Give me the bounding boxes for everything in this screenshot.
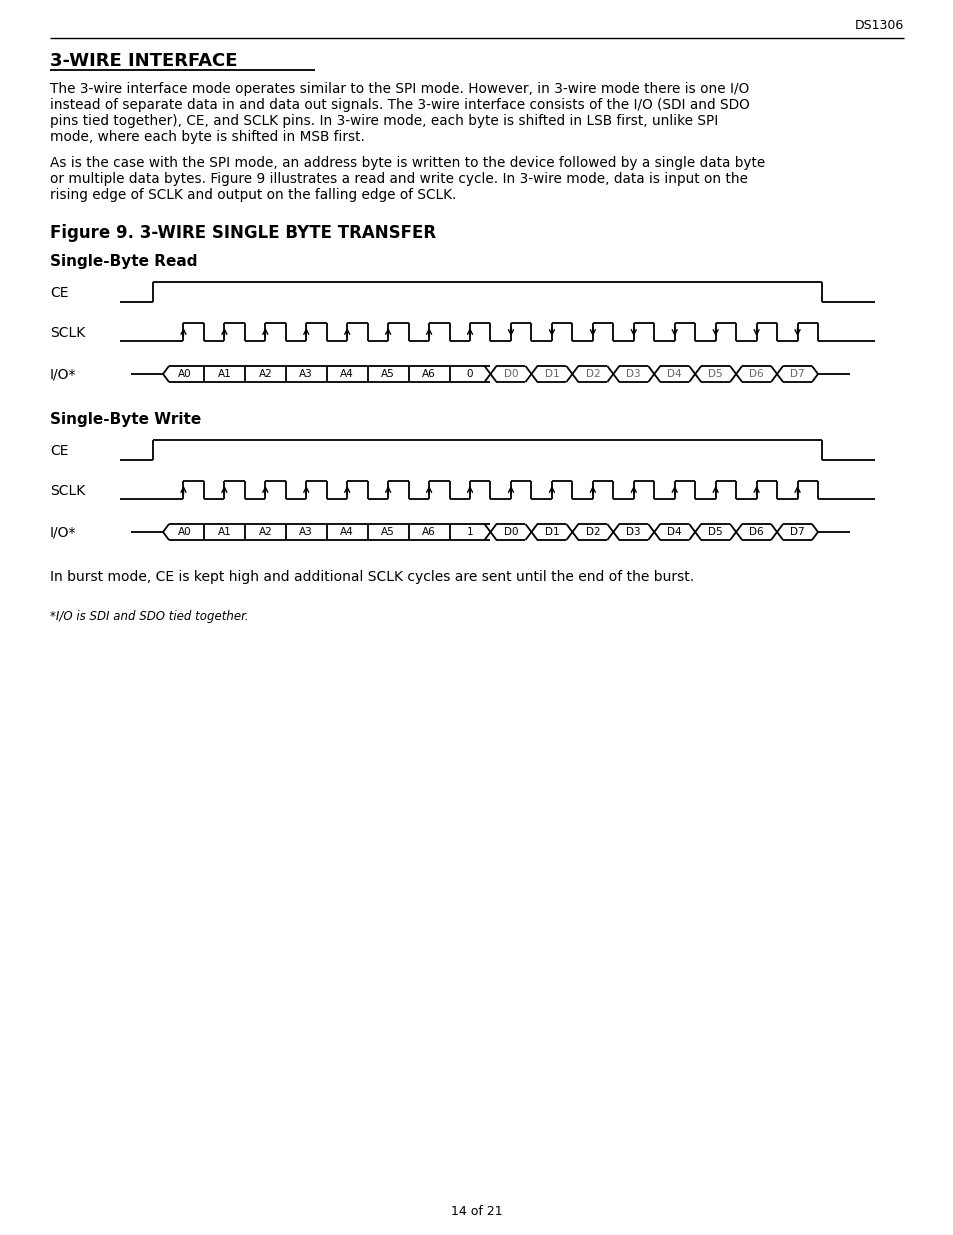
Text: A4: A4 bbox=[340, 527, 354, 537]
Text: D7: D7 bbox=[789, 369, 804, 379]
Text: Single-Byte Read: Single-Byte Read bbox=[50, 254, 197, 269]
Text: I/O*: I/O* bbox=[50, 526, 76, 540]
Text: D4: D4 bbox=[667, 527, 681, 537]
Text: D5: D5 bbox=[707, 369, 722, 379]
Text: D1: D1 bbox=[544, 527, 558, 537]
Text: A3: A3 bbox=[299, 527, 313, 537]
Text: 0: 0 bbox=[466, 369, 473, 379]
Text: A5: A5 bbox=[381, 527, 395, 537]
Text: D0: D0 bbox=[503, 527, 517, 537]
Text: D2: D2 bbox=[585, 369, 599, 379]
Text: *I/O is SDI and SDO tied together.: *I/O is SDI and SDO tied together. bbox=[50, 610, 249, 622]
Text: or multiple data bytes. Figure 9 illustrates a read and write cycle. In 3-wire m: or multiple data bytes. Figure 9 illustr… bbox=[50, 172, 747, 186]
Text: D7: D7 bbox=[789, 527, 804, 537]
Text: pins tied together), CE, and SCLK pins. In 3-wire mode, each byte is shifted in : pins tied together), CE, and SCLK pins. … bbox=[50, 114, 718, 128]
Text: 1: 1 bbox=[466, 527, 473, 537]
Text: D4: D4 bbox=[667, 369, 681, 379]
Text: D0: D0 bbox=[503, 369, 517, 379]
Text: CE: CE bbox=[50, 445, 69, 458]
Text: SCLK: SCLK bbox=[50, 484, 85, 498]
Text: D1: D1 bbox=[544, 369, 558, 379]
Text: A5: A5 bbox=[381, 369, 395, 379]
Text: 3-WIRE INTERFACE: 3-WIRE INTERFACE bbox=[50, 52, 237, 70]
Text: mode, where each byte is shifted in MSB first.: mode, where each byte is shifted in MSB … bbox=[50, 130, 364, 144]
Text: A6: A6 bbox=[422, 369, 436, 379]
Text: Figure 9. 3-WIRE SINGLE BYTE TRANSFER: Figure 9. 3-WIRE SINGLE BYTE TRANSFER bbox=[50, 224, 436, 242]
Text: A2: A2 bbox=[258, 527, 272, 537]
Text: A3: A3 bbox=[299, 369, 313, 379]
Text: D6: D6 bbox=[748, 527, 763, 537]
Text: A0: A0 bbox=[178, 369, 192, 379]
Text: rising edge of SCLK and output on the falling edge of SCLK.: rising edge of SCLK and output on the fa… bbox=[50, 188, 456, 203]
Text: A4: A4 bbox=[340, 369, 354, 379]
Text: The 3-wire interface mode operates similar to the SPI mode. However, in 3-wire m: The 3-wire interface mode operates simil… bbox=[50, 82, 748, 96]
Text: Single-Byte Write: Single-Byte Write bbox=[50, 412, 201, 427]
Text: A1: A1 bbox=[217, 369, 231, 379]
Text: 14 of 21: 14 of 21 bbox=[451, 1205, 502, 1218]
Text: D5: D5 bbox=[707, 527, 722, 537]
Text: As is the case with the SPI mode, an address byte is written to the device follo: As is the case with the SPI mode, an add… bbox=[50, 156, 764, 170]
Text: D3: D3 bbox=[626, 369, 640, 379]
Text: A6: A6 bbox=[422, 527, 436, 537]
Text: CE: CE bbox=[50, 287, 69, 300]
Text: D6: D6 bbox=[748, 369, 763, 379]
Text: D2: D2 bbox=[585, 527, 599, 537]
Text: A0: A0 bbox=[178, 527, 192, 537]
Text: A2: A2 bbox=[258, 369, 272, 379]
Text: DS1306: DS1306 bbox=[854, 19, 903, 32]
Text: D3: D3 bbox=[626, 527, 640, 537]
Text: A1: A1 bbox=[217, 527, 231, 537]
Text: SCLK: SCLK bbox=[50, 326, 85, 340]
Text: instead of separate data in and data out signals. The 3-wire interface consists : instead of separate data in and data out… bbox=[50, 98, 749, 112]
Text: I/O*: I/O* bbox=[50, 368, 76, 382]
Text: In burst mode, CE is kept high and additional SCLK cycles are sent until the end: In burst mode, CE is kept high and addit… bbox=[50, 571, 694, 584]
